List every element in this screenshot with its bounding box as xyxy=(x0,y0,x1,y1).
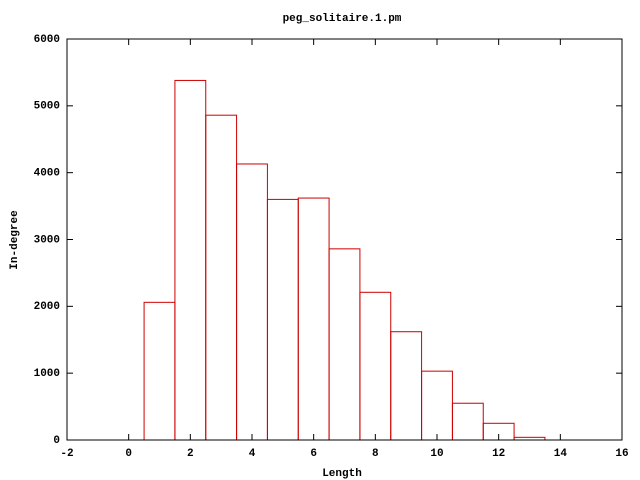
x-tick-label: 12 xyxy=(492,448,505,460)
bar xyxy=(205,114,238,441)
chart-title: peg_solitaire.1.pm xyxy=(283,13,402,25)
bar xyxy=(451,402,484,441)
bar xyxy=(328,248,361,441)
x-tick-label: 8 xyxy=(372,448,379,460)
x-tick-label: 14 xyxy=(554,448,568,460)
x-tick-label: 2 xyxy=(187,448,194,460)
bar xyxy=(266,198,299,441)
y-tick-label: 1000 xyxy=(34,368,60,380)
x-axis-label: Length xyxy=(322,468,362,480)
bar xyxy=(359,291,392,441)
x-tick-label: -2 xyxy=(60,448,73,460)
plot-frame xyxy=(66,38,623,441)
bar xyxy=(143,301,176,441)
bar xyxy=(297,197,330,441)
x-tick-label: 16 xyxy=(615,448,628,460)
x-tick-label: 10 xyxy=(430,448,443,460)
bar xyxy=(174,79,207,441)
y-tick-label: 5000 xyxy=(34,101,60,113)
y-tick-label: 3000 xyxy=(34,234,60,246)
bar xyxy=(236,163,268,441)
y-axis-label: In-degree xyxy=(9,210,21,270)
y-tick-label: 4000 xyxy=(34,168,60,180)
x-tick-label: 6 xyxy=(310,448,317,460)
y-tick-label: 0 xyxy=(53,435,60,447)
bar xyxy=(421,370,453,441)
x-tick-label: 0 xyxy=(125,448,132,460)
y-tick-label: 6000 xyxy=(34,34,60,46)
y-tick-label: 2000 xyxy=(34,301,60,313)
bar xyxy=(390,331,423,441)
x-tick-label: 4 xyxy=(249,448,256,460)
